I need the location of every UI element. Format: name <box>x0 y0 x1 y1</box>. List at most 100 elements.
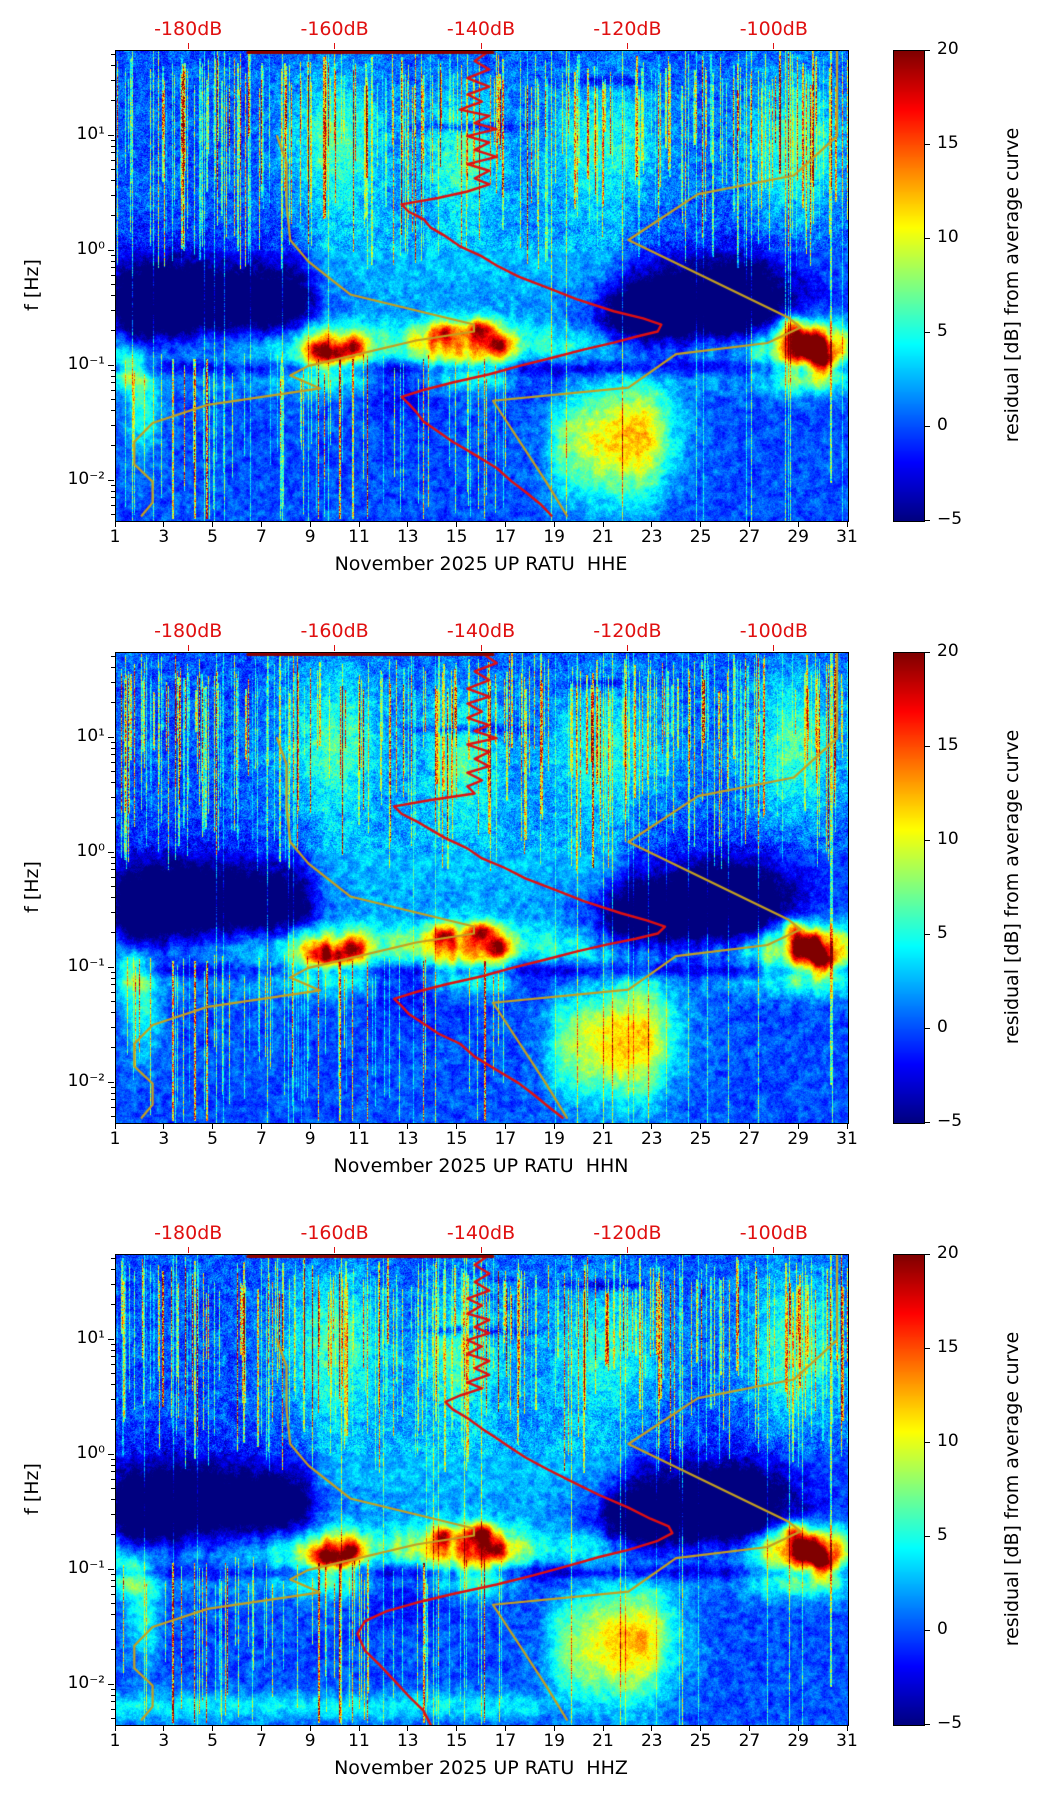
top-db-label: -120dB <box>593 1222 662 1244</box>
top-db-label: -140dB <box>446 1222 516 1244</box>
tick-mark <box>111 1398 115 1400</box>
colorbar <box>893 652 925 1124</box>
x-tick-label: 29 <box>787 1129 809 1149</box>
colorbar-tick-label: 0 <box>937 415 948 435</box>
tick-mark <box>480 1247 482 1253</box>
tick-mark <box>111 152 115 154</box>
plot-area <box>115 652 849 1124</box>
tick-mark <box>111 656 115 658</box>
tick-mark <box>846 1123 848 1129</box>
tick-mark <box>111 992 115 994</box>
tick-mark <box>111 681 115 683</box>
tick-mark <box>111 817 115 818</box>
tick-mark <box>111 1258 115 1260</box>
tick-mark <box>553 521 555 527</box>
tick-mark <box>553 1725 555 1731</box>
tick-mark <box>111 1694 115 1696</box>
spectrogram-canvas <box>116 51 848 521</box>
tick-mark <box>553 1123 555 1129</box>
x-tick-label: 7 <box>255 1731 267 1751</box>
colorbar-title: residual [dB] from average curve <box>1001 127 1023 443</box>
tick-mark <box>111 490 115 492</box>
x-tick-label: 3 <box>158 1129 170 1149</box>
tick-mark <box>334 1247 336 1253</box>
tick-mark <box>111 1384 115 1386</box>
tick-mark <box>111 977 115 979</box>
spectrogram-canvas <box>116 653 848 1123</box>
tick-mark <box>748 1725 750 1731</box>
top-db-label: -180dB <box>154 620 223 642</box>
tick-mark <box>111 911 115 913</box>
top-db-label: -180dB <box>154 18 223 40</box>
tick-mark <box>114 521 116 527</box>
tick-mark <box>111 1458 115 1460</box>
tick-mark <box>260 521 262 527</box>
tick-mark <box>111 1373 115 1375</box>
tick-mark <box>111 100 115 102</box>
x-tick-label: 27 <box>738 527 761 547</box>
tick-mark <box>358 1725 360 1731</box>
spectrogram-panel: -180dB -160dB -140dB -120dB -100dB f [Hz] No… <box>0 1204 1052 1806</box>
y-tick-label: 10¹ <box>76 726 105 747</box>
tick-mark <box>111 1269 115 1271</box>
tick-mark <box>407 1725 409 1731</box>
tick-mark <box>480 645 482 651</box>
tick-mark <box>111 180 115 182</box>
colorbar-canvas <box>894 1255 924 1725</box>
tick-mark <box>111 275 115 277</box>
top-db-label: -120dB <box>593 620 662 642</box>
top-db-label: -160dB <box>300 620 369 642</box>
colorbar <box>893 50 925 522</box>
y-tick-label: 10⁻¹ <box>67 354 105 375</box>
x-tick-label: 29 <box>787 1731 809 1751</box>
tick-mark <box>163 1725 165 1731</box>
x-tick-label: 11 <box>348 1731 370 1751</box>
tick-mark <box>309 1123 311 1129</box>
tick-mark <box>111 1419 115 1420</box>
tick-mark <box>111 1594 115 1596</box>
x-tick-label: 21 <box>592 1129 614 1149</box>
tick-mark <box>924 1535 930 1537</box>
tick-mark <box>111 260 115 262</box>
x-tick-label: 31 <box>836 1731 858 1751</box>
top-db-label: -100dB <box>739 620 808 642</box>
tick-mark <box>111 254 115 256</box>
tick-mark <box>626 645 628 651</box>
tick-mark <box>114 1725 116 1731</box>
tick-mark <box>111 667 115 669</box>
tick-mark <box>924 1629 930 1631</box>
x-tick-label: 9 <box>304 1731 316 1751</box>
tick-mark <box>111 410 115 412</box>
tick-mark <box>111 869 115 871</box>
top-db-label: -160dB <box>300 1222 369 1244</box>
x-tick-label: 27 <box>738 1731 761 1751</box>
x-tick-label: 15 <box>445 527 468 547</box>
tick-mark <box>111 1464 115 1466</box>
x-tick-label: 29 <box>787 527 809 547</box>
tick-mark <box>111 782 115 784</box>
tick-mark <box>111 1614 115 1616</box>
tick-mark <box>924 651 930 653</box>
y-axis-title: f [Hz] <box>21 861 43 913</box>
tick-mark <box>187 645 189 651</box>
tick-mark <box>108 1453 114 1455</box>
tick-mark <box>924 237 930 239</box>
x-tick-label: 3 <box>158 527 170 547</box>
y-axis-title: f [Hz] <box>21 259 43 311</box>
x-axis-title: November 2025 UP RATU HHN <box>333 1155 629 1177</box>
x-tick-label: 25 <box>689 527 712 547</box>
tick-mark <box>111 194 115 196</box>
tick-mark <box>111 741 115 743</box>
tick-mark <box>111 1001 115 1003</box>
tick-mark <box>651 1123 653 1129</box>
tick-mark <box>111 702 115 704</box>
y-tick-label: 10⁻² <box>67 1071 105 1092</box>
x-tick-label: 27 <box>738 1129 761 1149</box>
tick-mark <box>111 932 115 933</box>
tick-mark <box>334 645 336 651</box>
tick-mark <box>111 1701 115 1703</box>
colorbar-title: residual [dB] from average curve <box>1001 1331 1023 1647</box>
x-tick-label: 9 <box>304 527 316 547</box>
y-tick-label: 10¹ <box>76 124 105 145</box>
